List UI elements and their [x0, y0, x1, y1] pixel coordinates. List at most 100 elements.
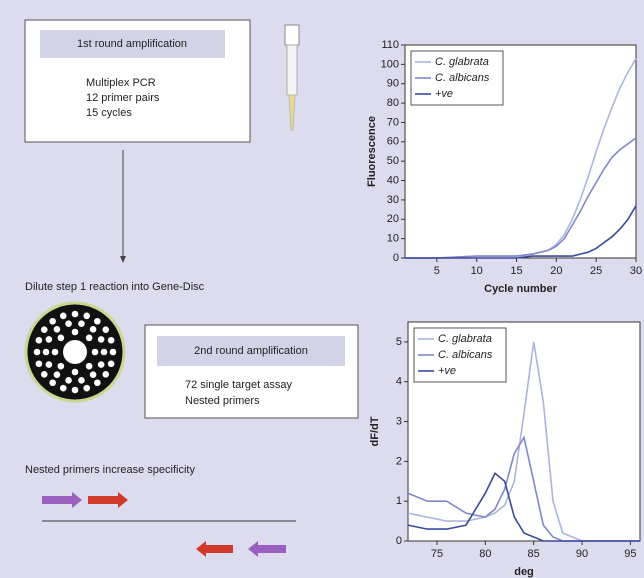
disc-well: [83, 312, 91, 320]
y-tick-label: 1: [396, 495, 402, 507]
x-tick-label: 90: [576, 548, 588, 560]
primer-arrow: [42, 492, 82, 508]
disc-well: [94, 317, 101, 325]
y-tick-label: 100: [381, 58, 399, 70]
disc-well: [53, 371, 61, 378]
disc-well: [100, 348, 108, 356]
disc-well: [78, 376, 85, 384]
step1-title: 1st round amplification: [77, 38, 187, 50]
y-tick-label: 80: [387, 97, 399, 109]
disc-well: [107, 360, 115, 368]
disc-well: [102, 371, 110, 378]
disc-well: [85, 362, 93, 370]
primer-arrow: [196, 541, 233, 557]
pipette: [284, 24, 300, 131]
y-tick-label: 70: [387, 116, 399, 128]
step2: 2nd round amplification 72 single target…: [144, 324, 359, 419]
x-tick-label: 85: [528, 548, 540, 560]
step1: 1st round amplification Multiplex PCR 12…: [24, 19, 251, 143]
disc-well: [71, 386, 79, 394]
primer-arrow: [88, 492, 128, 508]
gene-disc: [24, 301, 126, 403]
primer-arrow: [248, 541, 286, 557]
disc-well: [89, 326, 97, 333]
pipette-tip: [288, 94, 296, 131]
disc-well: [49, 317, 56, 325]
disc-well: [71, 368, 79, 376]
y-tick-label: 4: [396, 376, 402, 388]
disc-well: [59, 384, 67, 392]
step1-line: 12 primer pairs: [86, 92, 160, 104]
disc-well: [51, 348, 59, 356]
y-tick-label: 90: [387, 78, 399, 90]
disc-well: [94, 379, 101, 387]
disc-well: [40, 371, 48, 378]
step2-line: Nested primers: [185, 395, 260, 407]
disc-well: [109, 348, 117, 356]
disc-well: [57, 334, 65, 342]
x-tick-label: 75: [431, 548, 443, 560]
y-tick-label: 10: [387, 233, 399, 245]
x-tick-label: 30: [630, 265, 642, 277]
disc-well: [49, 379, 56, 387]
disc-well: [65, 376, 72, 384]
disc-well: [59, 312, 67, 320]
legend-label: +ve: [435, 88, 453, 100]
x-tick-label: 80: [479, 548, 491, 560]
plot-area: [407, 321, 641, 542]
disc-hole: [63, 340, 87, 364]
series-line: [407, 341, 640, 542]
x-axis-label: Cycle number: [484, 283, 557, 295]
y-axis-label: Fluorescence: [366, 116, 378, 187]
series-line: [405, 205, 637, 259]
disc-well: [83, 384, 91, 392]
series-line: [407, 435, 640, 542]
disc-well: [53, 326, 61, 333]
y-tick-label: 0: [393, 252, 399, 264]
step1-line: Multiplex PCR: [86, 77, 156, 89]
y-tick-label: 30: [387, 194, 399, 206]
y-tick-label: 5: [396, 336, 402, 348]
x-tick-label: 95: [624, 548, 636, 560]
pipette-top: [284, 24, 300, 46]
pipette-body: [286, 44, 298, 96]
x-tick-label: 5: [434, 265, 440, 277]
x-tick-label: 15: [510, 265, 522, 277]
y-axis-label: dF/dT: [369, 416, 381, 446]
disc-well: [102, 326, 110, 333]
disc-well: [97, 336, 105, 343]
note-text: Nested primers increase specificity: [25, 464, 195, 476]
primer-diagram: [42, 492, 296, 557]
disc-well: [42, 348, 50, 356]
step2-line: 72 single target assay: [185, 379, 293, 391]
y-tick-label: 110: [381, 39, 399, 51]
x-tick-label: 20: [550, 265, 562, 277]
disc-well: [89, 371, 97, 378]
disc-well: [40, 326, 48, 333]
y-tick-label: 3: [396, 415, 402, 427]
legend-label: +ve: [438, 365, 456, 377]
x-tick-label: 25: [590, 265, 602, 277]
dilute-text: Dilute step 1 reaction into Gene-Disc: [25, 281, 205, 293]
disc-well: [33, 348, 41, 356]
step2-title-bar: [157, 336, 345, 366]
disc-well: [91, 348, 99, 356]
legend-label: C. albicans: [435, 72, 490, 84]
y-tick-label: 0: [396, 535, 402, 547]
disc-well: [35, 360, 43, 368]
disc-well: [71, 328, 79, 336]
disc-well: [35, 336, 43, 344]
y-tick-label: 2: [396, 455, 402, 467]
step1-title-bar: [40, 30, 225, 58]
step1-line: 15 cycles: [86, 107, 132, 119]
x-tick-label: 10: [471, 265, 483, 277]
step2-title: 2nd round amplification: [194, 345, 308, 357]
disc-well: [45, 361, 53, 368]
x-axis-label: deg: [514, 566, 534, 578]
disc-well: [97, 361, 105, 368]
y-tick-label: 40: [387, 174, 399, 186]
disc-well: [85, 334, 93, 342]
disc-well: [57, 362, 65, 370]
series-line: [407, 472, 640, 542]
